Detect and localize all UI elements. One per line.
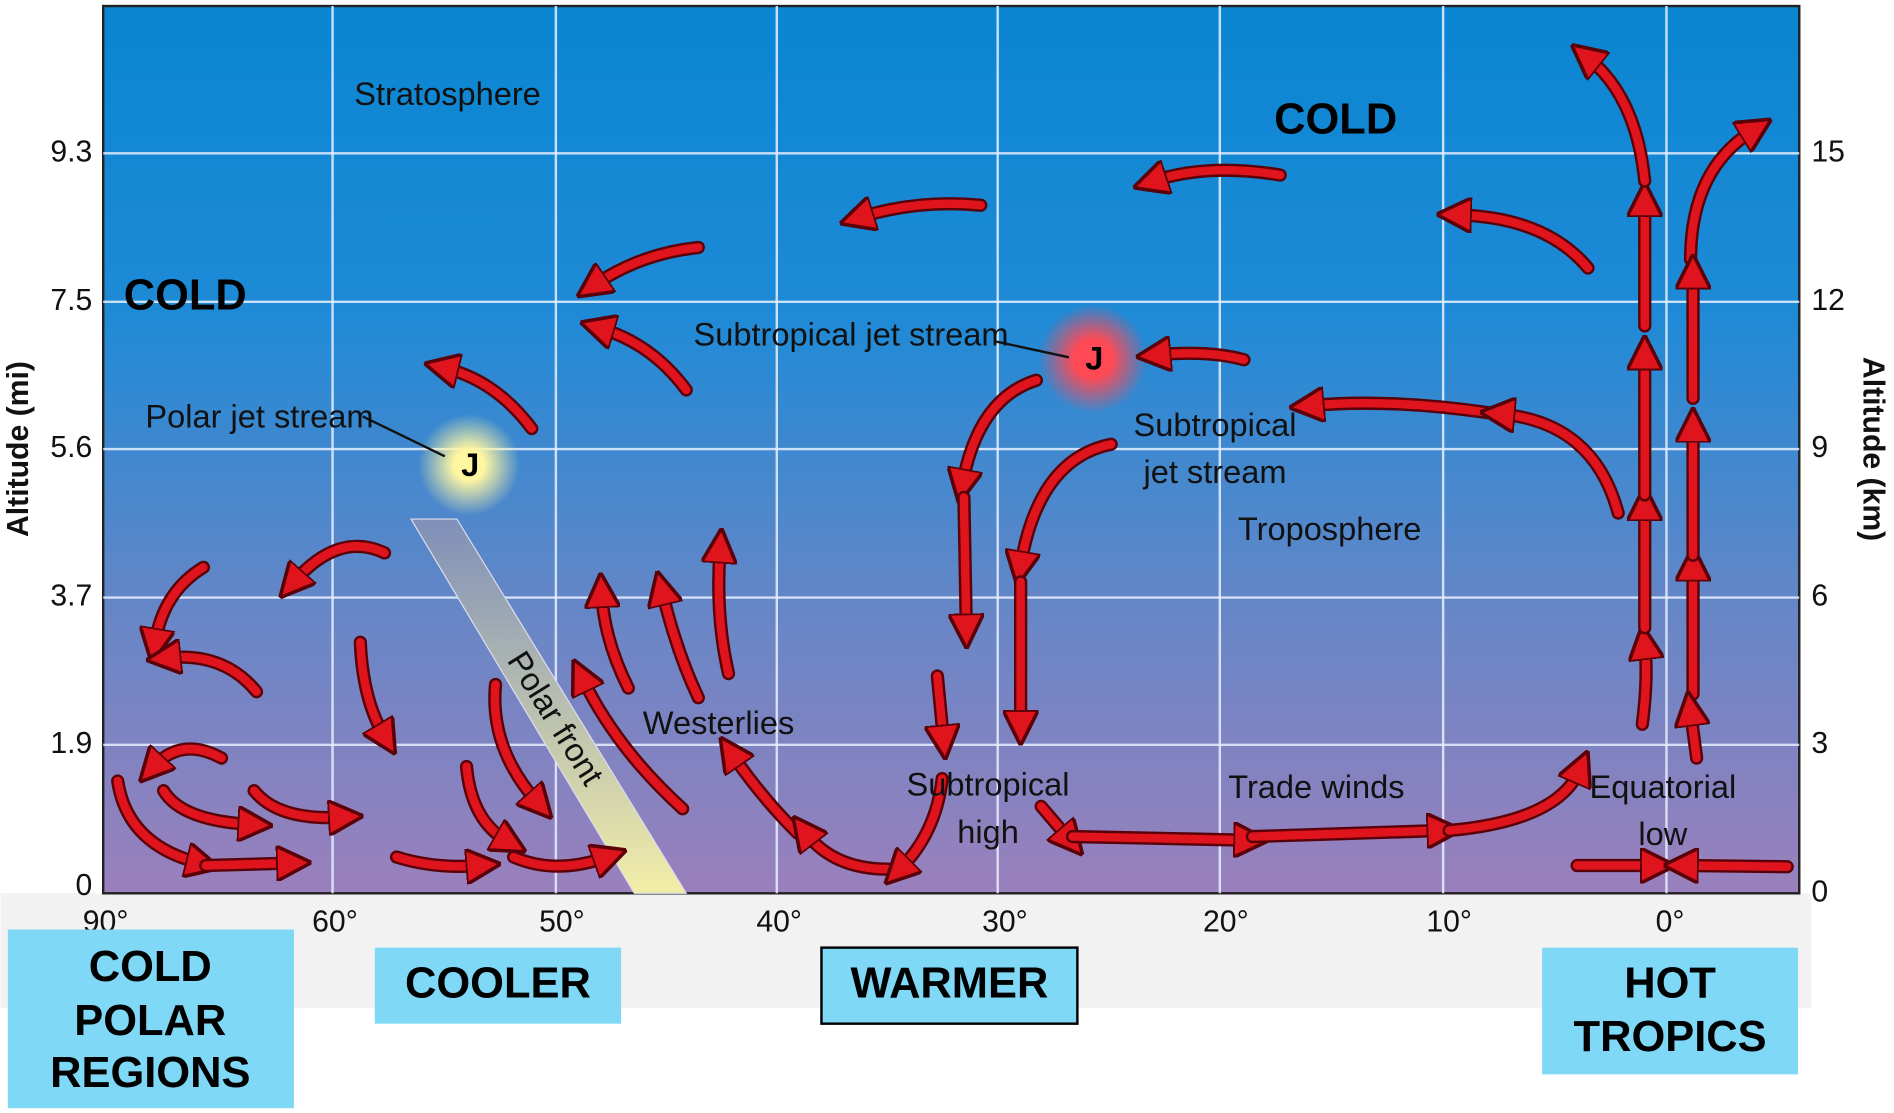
label: jet stream bbox=[1142, 453, 1286, 490]
jet-marker: J bbox=[1085, 340, 1103, 377]
right-ticks: 15 12 9 6 3 0 bbox=[1811, 135, 1845, 908]
tick-label: 0 bbox=[1811, 875, 1828, 908]
arrow bbox=[937, 676, 943, 739]
label: Troposphere bbox=[1238, 510, 1422, 547]
arrow bbox=[1642, 646, 1646, 724]
tick-label: 15 bbox=[1811, 135, 1845, 168]
tick-label: 9.3 bbox=[50, 135, 92, 168]
left-ticks: 9.3 7.5 5.6 3.7 1.9 0 bbox=[50, 135, 92, 902]
region-box: HOT TROPICS bbox=[1542, 948, 1798, 1075]
tick-label: 50° bbox=[539, 905, 585, 938]
arrow bbox=[1073, 837, 1248, 841]
region-text: TROPICS bbox=[1574, 1013, 1767, 1061]
label: Subtropical bbox=[1133, 406, 1296, 443]
tick-label: 5.6 bbox=[50, 431, 92, 464]
region-text: COOLER bbox=[405, 960, 591, 1008]
jet-marker: J bbox=[461, 446, 479, 483]
tick-label: 60° bbox=[312, 905, 358, 938]
label: COLD bbox=[124, 272, 247, 320]
tick-label: 7.5 bbox=[50, 284, 92, 317]
tick-label: 12 bbox=[1811, 284, 1845, 317]
right-axis-title: Altitude (km) bbox=[1857, 357, 1890, 541]
label: high bbox=[957, 813, 1019, 850]
arrow bbox=[964, 497, 966, 627]
left-axis-title: Altitude (mi) bbox=[2, 361, 35, 537]
region-text: HOT bbox=[1624, 960, 1716, 1008]
region-text: POLAR bbox=[74, 997, 226, 1045]
tick-label: 0° bbox=[1656, 905, 1685, 938]
tick-label: 40° bbox=[756, 905, 802, 938]
tick-label: 3.7 bbox=[50, 580, 92, 613]
region-box: COOLER bbox=[375, 948, 621, 1024]
tick-label: 20° bbox=[1203, 905, 1249, 938]
arrow bbox=[1691, 712, 1697, 758]
tick-label: 10° bbox=[1426, 905, 1472, 938]
arrow bbox=[1685, 866, 1788, 867]
region-text: REGIONS bbox=[50, 1049, 250, 1097]
tick-label: 6 bbox=[1811, 580, 1828, 613]
label: Westerlies bbox=[643, 704, 794, 741]
label: Equatorial bbox=[1589, 768, 1736, 805]
label: Trade winds bbox=[1228, 768, 1404, 805]
tick-label: 1.9 bbox=[50, 727, 92, 760]
region-text: WARMER bbox=[850, 960, 1048, 1008]
label: Subtropical bbox=[907, 766, 1070, 803]
tick-label: 0 bbox=[76, 869, 93, 902]
circulation-diagram: 9.3 7.5 5.6 3.7 1.9 0 15 12 9 6 3 0 90° … bbox=[0, 0, 1894, 1113]
arrow bbox=[1252, 831, 1440, 837]
tick-label: 3 bbox=[1811, 727, 1828, 760]
label: Subtropical jet stream bbox=[693, 315, 1008, 352]
tick-label: 30° bbox=[982, 905, 1028, 938]
region-box: COLD POLAR REGIONS bbox=[8, 930, 294, 1109]
region-box: WARMER bbox=[821, 948, 1077, 1024]
label: Polar jet stream bbox=[145, 397, 373, 434]
label: Stratosphere bbox=[354, 75, 541, 112]
label: low bbox=[1638, 815, 1687, 852]
region-text: COLD bbox=[89, 943, 212, 991]
arrow bbox=[206, 863, 291, 865]
label: COLD bbox=[1274, 95, 1397, 143]
tick-label: 9 bbox=[1811, 431, 1828, 464]
